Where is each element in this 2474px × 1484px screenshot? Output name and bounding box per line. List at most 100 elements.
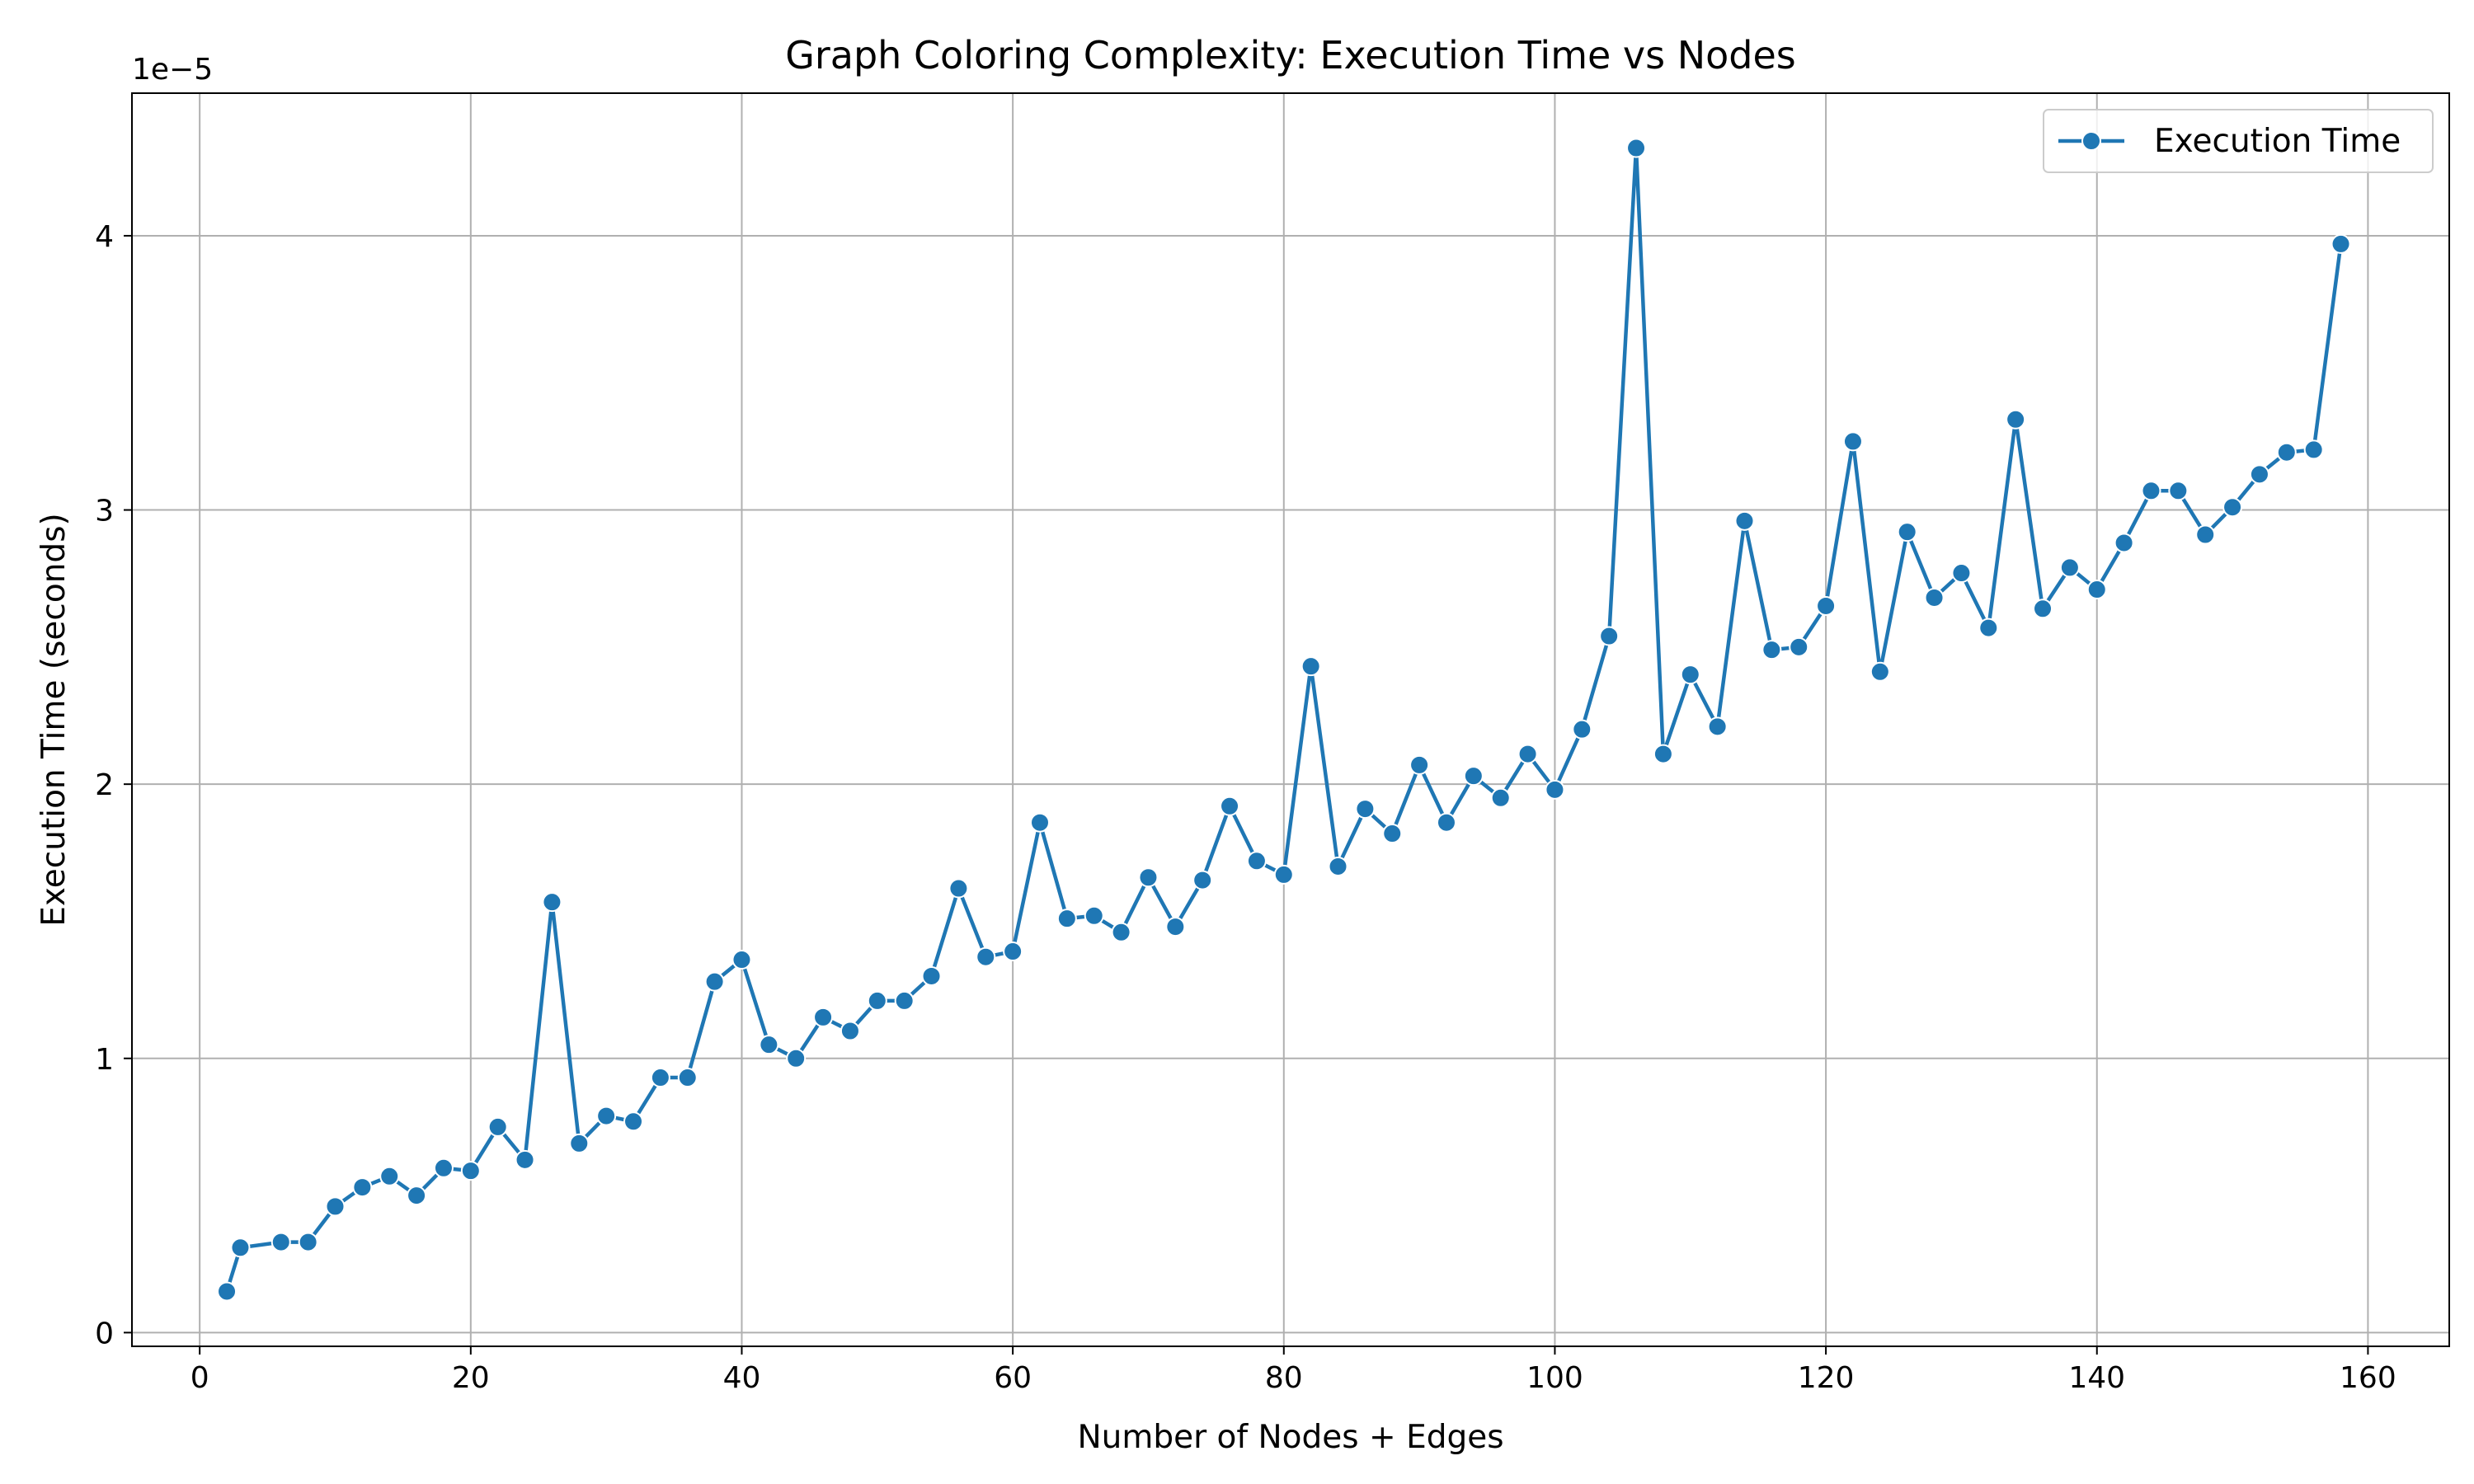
data-point — [407, 1186, 427, 1206]
data-point — [1545, 779, 1565, 800]
data-point — [433, 1158, 454, 1178]
x-tick-label: 120 — [1798, 1361, 1855, 1395]
y-tick-label: 2 — [95, 768, 114, 802]
data-point — [731, 950, 752, 970]
y-tick-label: 4 — [95, 220, 114, 254]
data-point — [2195, 524, 2216, 545]
data-point — [1951, 563, 1972, 584]
data-point — [460, 1161, 481, 1181]
data-point — [515, 1149, 535, 1170]
data-point — [1842, 431, 1863, 452]
plot-frame — [131, 92, 2450, 1347]
data-point — [786, 1048, 807, 1068]
data-point — [677, 1068, 698, 1088]
data-point — [1653, 744, 1673, 764]
data-point — [1409, 754, 1430, 775]
data-point — [2168, 481, 2189, 501]
data-point — [542, 892, 562, 913]
y-tick-label: 1 — [95, 1043, 114, 1077]
data-point — [2141, 481, 2161, 501]
data-point — [217, 1281, 238, 1302]
data-point — [569, 1133, 590, 1153]
data-point — [1246, 851, 1267, 871]
data-point — [704, 971, 725, 992]
data-point — [1029, 812, 1050, 833]
data-point — [298, 1232, 318, 1252]
data-point — [2086, 580, 2107, 600]
data-point — [1355, 799, 1376, 819]
data-point — [1626, 138, 1647, 158]
x-tick-label: 40 — [723, 1361, 761, 1395]
data-point — [1273, 864, 1294, 885]
data-point — [2033, 599, 2053, 619]
x-axis-label: Number of Nodes + Edges — [1077, 1419, 1503, 1456]
grid — [132, 93, 2449, 1346]
data-point — [1463, 766, 1484, 787]
data-point — [1572, 719, 1592, 740]
data-point — [352, 1177, 373, 1198]
data-point — [2249, 464, 2269, 485]
data-point — [921, 965, 942, 986]
data-point — [596, 1106, 617, 1126]
data-point — [1978, 618, 1999, 638]
data-point — [1220, 796, 1240, 816]
data-point — [1328, 856, 1348, 876]
data-point — [1599, 626, 1620, 646]
data-point — [1138, 867, 1159, 888]
data-point — [1707, 716, 1728, 737]
data-point — [230, 1237, 251, 1258]
data-point — [1165, 917, 1186, 937]
data-point — [2059, 557, 2080, 578]
data-point — [1517, 744, 1538, 764]
data-point — [1924, 587, 1945, 608]
data-point — [813, 1007, 834, 1027]
data-point — [894, 990, 915, 1011]
x-tick-label: 60 — [994, 1361, 1032, 1395]
x-tick-label: 80 — [1265, 1361, 1303, 1395]
data-point — [1761, 640, 1782, 660]
x-tick-label: 20 — [452, 1361, 490, 1395]
y-axis-label: Execution Time (seconds) — [35, 513, 73, 926]
data-point — [1680, 665, 1700, 685]
data-point — [867, 990, 887, 1011]
x-tick-label: 140 — [2068, 1361, 2125, 1395]
data-point — [2331, 233, 2351, 254]
y-axis-offset-text: 1e−5 — [132, 53, 213, 87]
data-point — [270, 1232, 291, 1252]
data-point — [1734, 510, 1755, 531]
x-tick-label: 0 — [190, 1361, 209, 1395]
chart-title: Graph Coloring Complexity: Execution Tim… — [785, 33, 1796, 77]
data-point — [1084, 905, 1104, 926]
data-point — [2222, 497, 2243, 518]
x-tick-label: 100 — [1526, 1361, 1583, 1395]
data-point — [2006, 409, 2026, 430]
data-point — [623, 1111, 644, 1132]
data-point — [2303, 439, 2324, 460]
y-tick-label: 3 — [95, 495, 114, 528]
ticks: 0 20 40 60 80 100 120 140 160 0 1 2 3 4 — [95, 220, 2396, 1395]
data-point — [325, 1196, 346, 1217]
data-point — [487, 1116, 508, 1137]
data-point — [379, 1166, 400, 1186]
data-point — [1870, 661, 1890, 682]
data-point — [650, 1068, 670, 1088]
data-point — [2114, 533, 2134, 553]
data-point — [1816, 595, 1837, 616]
data-point — [2276, 442, 2297, 463]
data-point — [1436, 812, 1456, 833]
data-point — [1056, 909, 1077, 929]
data-point — [1897, 522, 1917, 542]
data-point — [1490, 787, 1511, 808]
data-point — [1192, 870, 1213, 890]
legend-box — [2043, 109, 2434, 173]
data-point — [1111, 922, 1131, 942]
data-point — [1003, 942, 1023, 962]
legend-entry-label: Execution Time — [2154, 123, 2401, 160]
legend-dot-marker — [2081, 131, 2101, 151]
series-layer — [217, 138, 2351, 1302]
data-point — [1789, 636, 1809, 657]
data-point — [840, 1021, 860, 1041]
x-tick-label: 160 — [2340, 1361, 2396, 1395]
y-tick-label: 0 — [95, 1317, 114, 1350]
